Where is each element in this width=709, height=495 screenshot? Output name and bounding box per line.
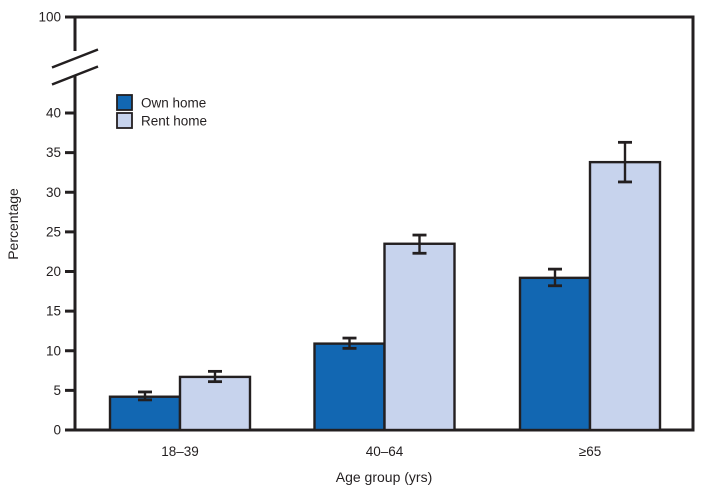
x-axis-title: Age group (yrs) [336,469,432,485]
y-axis-ticks: 0 5 10 15 20 25 30 35 40 100 [38,10,75,438]
bar-own-home [108,395,182,432]
x-category-label: 40–64 [366,444,404,459]
y-tick-label: 10 [46,343,61,358]
axis-frame [73,15,695,432]
y-tick-label: 25 [46,224,61,239]
bars [108,160,662,432]
bar-rent-home [588,160,662,432]
error-bar-rent-home [618,140,632,184]
break-slash [51,48,99,69]
error-bar-own-home [138,390,152,402]
error-bar-own-home [342,336,357,350]
error-bars [138,140,632,402]
error-bar-rent-home [208,369,222,384]
y-tick-label: 20 [46,264,61,279]
bar-rent-home [383,242,456,432]
y-tick-label: 0 [53,423,61,438]
bar-own-home [313,342,386,432]
y-tick-label: 15 [46,304,61,319]
y-tick-label: 40 [46,106,61,121]
legend: Own home Rent home [116,94,207,129]
x-axis-category-labels: 18–39 40–64 ≥65 [161,444,601,459]
error-bar-own-home [548,267,562,288]
legend-swatch-own-home [116,94,133,111]
error-bar-rent-home [412,233,427,255]
x-category-label: ≥65 [579,444,601,459]
legend-label-rent-home: Rent home [141,114,207,129]
legend-label-own-home: Own home [141,96,206,111]
legend-swatch-rent-home [116,112,133,129]
bar-rent-home [178,375,252,432]
y-axis-title: Percentage [5,188,21,260]
y-axis-break-marks [51,48,99,86]
y-tick-label: 100 [38,10,61,25]
y-tick-label: 30 [46,185,61,200]
y-tick-label: 35 [46,145,61,160]
plot-frame [73,15,695,432]
y-tick-label: 5 [53,383,61,398]
x-category-label: 18–39 [161,444,199,459]
break-slash [51,65,99,86]
bar-own-home [518,276,592,432]
